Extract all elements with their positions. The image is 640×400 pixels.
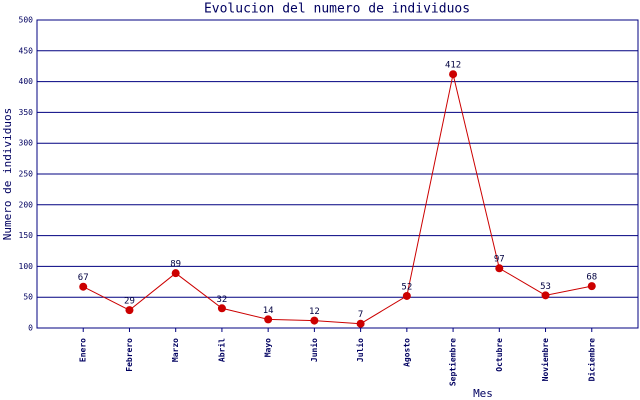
- y-tick-label: 350: [19, 108, 34, 117]
- x-tick-label: Febrero: [125, 338, 134, 372]
- y-tick-label: 250: [19, 170, 34, 179]
- data-label: 68: [586, 273, 597, 283]
- data-label: 32: [217, 295, 228, 305]
- data-point: [171, 269, 180, 278]
- data-label: 52: [401, 282, 412, 292]
- y-tick-label: 100: [19, 262, 34, 271]
- data-label: 12: [309, 307, 320, 317]
- data-point: [449, 70, 458, 79]
- chart-title: Evolucion del numero de individuos: [204, 2, 470, 17]
- y-tick-label: 500: [19, 16, 34, 25]
- data-line: [83, 74, 592, 325]
- x-tick-label: Mayo: [264, 338, 273, 357]
- data-point: [402, 291, 411, 300]
- data-point: [125, 306, 134, 315]
- data-label: 67: [78, 273, 89, 283]
- y-tick-label: 450: [19, 46, 34, 55]
- x-tick-label: Abril: [216, 338, 226, 362]
- data-point: [264, 315, 273, 324]
- x-tick-label: Diciembre: [586, 338, 596, 382]
- data-label: 97: [494, 255, 505, 265]
- data-point: [217, 304, 226, 313]
- data-point: [495, 264, 504, 273]
- x-tick-label: Enero: [79, 338, 88, 362]
- plot-frame: [36, 19, 639, 329]
- data-label: 7: [358, 310, 363, 320]
- x-tick-label: Agosto: [402, 338, 411, 367]
- data-label: 89: [170, 260, 181, 270]
- x-tick-label: Octubre: [495, 338, 504, 372]
- y-tick-label: 0: [28, 324, 33, 333]
- x-tick-label: Julio: [355, 338, 365, 362]
- data-point: [310, 316, 319, 325]
- x-tick-label: Marzo: [171, 338, 180, 362]
- data-label: 29: [124, 297, 135, 307]
- data-point: [79, 282, 88, 291]
- data-label: 412: [445, 61, 461, 71]
- data-label: 14: [263, 306, 274, 316]
- y-tick-label: 200: [19, 200, 34, 209]
- data-point: [587, 282, 596, 291]
- x-tick-label: Septiembre: [448, 338, 458, 386]
- y-tick-label: 400: [19, 77, 34, 86]
- y-tick-label: 150: [19, 231, 34, 240]
- y-tick-label: 50: [23, 293, 33, 302]
- data-label: 53: [540, 282, 551, 292]
- data-point: [356, 319, 365, 328]
- y-axis-title: Numero de individuos: [1, 108, 14, 240]
- x-axis-title: Mes: [473, 387, 493, 400]
- data-point: [541, 291, 550, 300]
- y-tick-label: 300: [19, 139, 34, 148]
- x-tick-label: Junio: [309, 338, 319, 362]
- x-tick-label: Noviembre: [540, 338, 550, 382]
